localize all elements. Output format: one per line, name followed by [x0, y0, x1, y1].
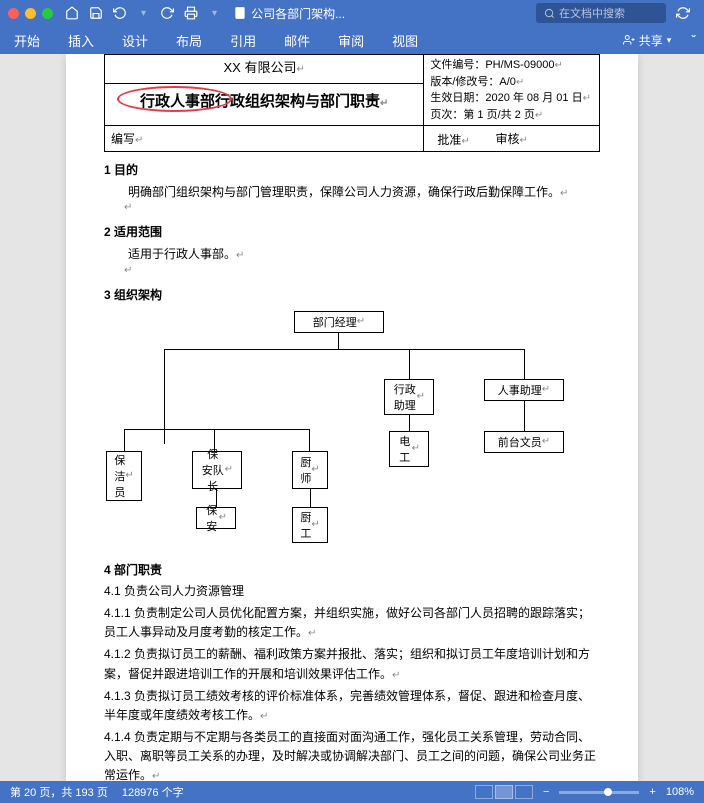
search-input[interactable]: 在文档中搜索 [536, 3, 666, 23]
search-placeholder: 在文档中搜索 [559, 5, 625, 21]
org-node-electrician: 电工↵ [389, 431, 429, 467]
menu-view[interactable]: 视图 [386, 27, 424, 54]
company-name: XX 有限公司 [223, 60, 296, 75]
view-web-icon[interactable] [515, 785, 533, 799]
word-doc-icon [233, 6, 247, 20]
quick-access-toolbar: ▾ ▾ [65, 6, 221, 20]
minimize-window-button[interactable] [25, 8, 36, 19]
header-table: XX 有限公司↵ 文件编号：PH/MS-09000↵ 版本/修改号：A/0↵ 生… [104, 54, 600, 152]
window-controls [8, 8, 53, 19]
effective-label: 生效日期： [430, 92, 485, 104]
view-mode-buttons [475, 785, 533, 799]
home-icon[interactable] [65, 6, 79, 20]
share-label: 共享 [639, 32, 663, 49]
sec4-1: 4.1 负责公司人力资源管理 [104, 582, 600, 601]
share-button[interactable]: 共享 ▾ [623, 32, 672, 49]
sec3-heading: 3 组织架构 [104, 286, 600, 303]
org-node-admin: 行政助理↵ [384, 379, 434, 415]
sec1-body: 明确部门组织架构与部门管理职责，保障公司人力资源，确保行政后勤保障工作。↵ [104, 182, 600, 202]
statusbar: 第 20 页，共 193 页 128976 个字 − + 108% [0, 781, 704, 803]
document-area: XX 有限公司↵ 文件编号：PH/MS-09000↵ 版本/修改号：A/0↵ 生… [0, 54, 704, 781]
menu-review[interactable]: 审阅 [332, 27, 370, 54]
save-icon[interactable] [89, 6, 103, 20]
org-node-guard: 保安↵ [196, 507, 236, 529]
org-node-guard-lead: 保 安队长↵ [192, 451, 242, 489]
org-node-manager: 部门经理↵ [294, 311, 384, 333]
org-node-cleaner: 保洁员↵ [106, 451, 142, 501]
page-info[interactable]: 第 20 页，共 193 页 [10, 784, 108, 800]
org-node-hr: 人事助理↵ [484, 379, 564, 401]
document-title: 公司各部门架构... [233, 5, 345, 22]
item-412: 4.1.2 负责拟订员工的薪酬、福利政策方案并报批、落实；组织和拟订员工年度培训… [104, 645, 600, 683]
zoom-level[interactable]: 108% [666, 786, 694, 798]
item-414: 4.1.4 负责定期与不定期与各类员工的直接面对面沟通工作，强化员工关系管理，劳… [104, 728, 600, 781]
undo-icon[interactable] [113, 6, 127, 20]
item-413: 4.1.3 负责拟订员工绩效考核的评价标准体系，完善绩效管理体系，督促、跟进和检… [104, 687, 600, 725]
close-window-button[interactable] [8, 8, 19, 19]
item-411: 4.1.1 负责制定公司人员优化配置方案，并组织实施，做好公司各部门人员招聘的跟… [104, 604, 600, 642]
file-no: PH/MS-09000 [485, 59, 554, 71]
print-icon[interactable] [184, 6, 198, 20]
file-no-label: 文件编号： [430, 59, 485, 71]
org-node-reception: 前台文员↵ [484, 431, 564, 453]
menu-mail[interactable]: 邮件 [278, 27, 316, 54]
effective-date: 2020 年 08 月 01 日 [485, 92, 582, 104]
version: A/0 [499, 76, 516, 88]
zoom-thumb[interactable] [604, 788, 612, 796]
menu-references[interactable]: 引用 [224, 27, 262, 54]
org-node-chef: 厨师↵ [292, 451, 328, 489]
menu-insert[interactable]: 插入 [62, 27, 100, 54]
page-label: 页次： [430, 109, 463, 121]
menu-design[interactable]: 设计 [116, 27, 154, 54]
page-num: 第 1 页/共 2 页 [463, 109, 535, 121]
org-node-cook: 厨工↵ [292, 507, 328, 543]
search-icon [544, 8, 555, 19]
word-count[interactable]: 128976 个字 [122, 784, 184, 800]
person-plus-icon [623, 34, 635, 46]
menu-start[interactable]: 开始 [8, 27, 46, 54]
version-label: 版本/修改号： [430, 76, 499, 88]
maximize-window-button[interactable] [42, 8, 53, 19]
menubar: 开始 插入 设计 布局 引用 邮件 审阅 视图 共享 ▾ ˇ [0, 26, 704, 54]
doc-main-title: 行政人事部行政组织架构与部门职责 [140, 93, 380, 110]
sec1-heading: 1 目的 [104, 161, 600, 178]
review-label: 审核 [495, 132, 519, 146]
zoom-in-button[interactable]: + [649, 786, 655, 798]
page[interactable]: XX 有限公司↵ 文件编号：PH/MS-09000↵ 版本/修改号：A/0↵ 生… [66, 54, 638, 781]
sec2-body: 适用于行政人事部。↵ [104, 244, 600, 264]
redo-icon[interactable] [160, 6, 174, 20]
view-read-icon[interactable] [475, 785, 493, 799]
menu-layout[interactable]: 布局 [170, 27, 208, 54]
sec2-heading: 2 适用范围 [104, 223, 600, 240]
zoom-out-button[interactable]: − [543, 786, 549, 798]
doc-name-label: 公司各部门架构... [251, 5, 345, 22]
sec4-heading: 4 部门职责 [104, 561, 600, 578]
view-print-icon[interactable] [495, 785, 513, 799]
zoom-slider[interactable] [559, 791, 639, 794]
org-chart: 部门经理↵ 行政助理↵ 人事助理↵ 电工↵ 前台文员↵ 保洁员↵ 保 安队长↵ … [104, 311, 600, 551]
sync-icon[interactable] [676, 6, 690, 20]
titlebar: ▾ ▾ 公司各部门架构... 在文档中搜索 [0, 0, 704, 26]
ribbon-toggle-icon[interactable]: ˇ [691, 32, 696, 48]
compile-label: 编写 [111, 132, 135, 146]
